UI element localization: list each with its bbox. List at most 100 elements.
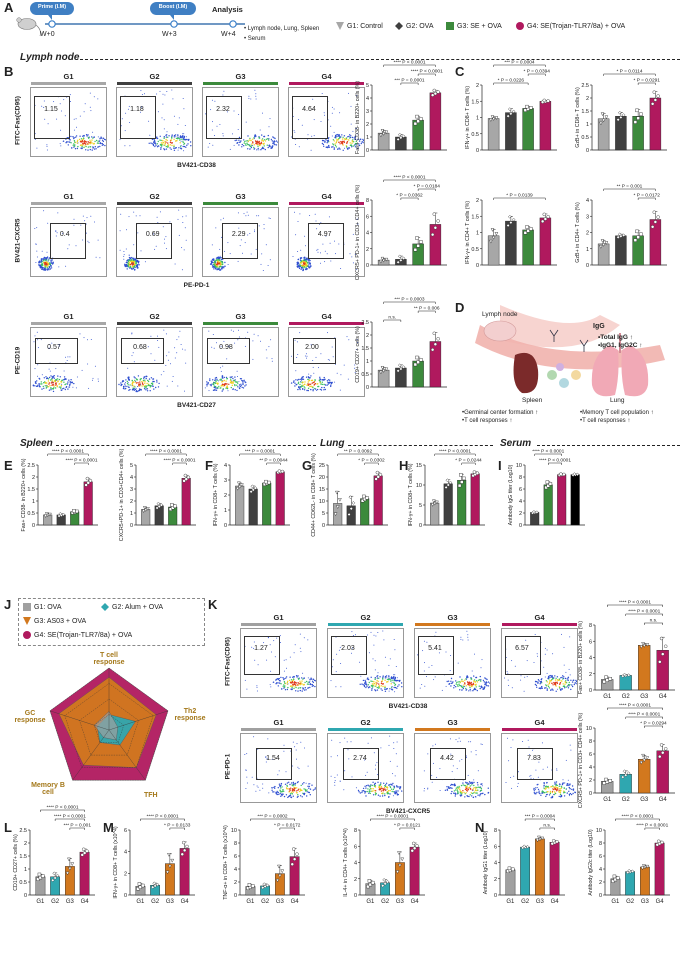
y-tick-label: 4 (599, 867, 602, 873)
bar (505, 112, 517, 151)
group-color-bar (31, 322, 106, 325)
category-label: G3 (396, 899, 405, 905)
significance-label: * P = 0.0172 (274, 823, 301, 829)
spleen-bullets: •Germinal center formation ↑ •T cell res… (462, 409, 538, 425)
y-tick-label: 10 (516, 463, 522, 469)
significance-bracket (493, 197, 546, 200)
data-point (489, 118, 493, 122)
y-tick-label: 20 (319, 475, 325, 481)
bar (615, 235, 627, 266)
y-tick-label: 4 (494, 861, 497, 867)
data-point (656, 215, 660, 219)
panel-label-b: B (4, 64, 14, 79)
timeline-node-w3 (170, 20, 178, 28)
gate-percentage: 4.42 (440, 755, 454, 763)
category-label: G2 (261, 899, 270, 905)
data-point (546, 99, 550, 103)
data-point (143, 506, 147, 510)
significance-bracket (548, 462, 562, 465)
data-point (446, 483, 451, 487)
significance-label: **** P < 0.0001 (146, 814, 178, 820)
category-label: G4 (656, 899, 665, 905)
y-tick-label: 0 (322, 523, 325, 529)
data-point (661, 652, 665, 656)
data-point (184, 477, 188, 481)
y-tick-label: 2 (124, 871, 127, 877)
data-point (555, 840, 559, 844)
y-tick-label: 1 (224, 508, 227, 514)
data-point (619, 115, 623, 120)
data-point (347, 512, 351, 517)
data-point (235, 487, 240, 491)
data-point (448, 480, 453, 485)
data-point (380, 256, 385, 261)
data-point (462, 476, 466, 481)
y-axis-label: Fas+ CD38- in B220+ cells (%) (21, 458, 27, 531)
data-point (380, 366, 385, 370)
data-point (182, 479, 186, 483)
significance-label: n.s. (388, 316, 396, 321)
data-point (612, 874, 617, 879)
data-point (602, 781, 606, 785)
gate-percentage: 1.18 (130, 106, 144, 114)
flow-dots (209, 211, 271, 271)
significance-label: * P = 0.0362 (396, 193, 423, 199)
category-label: G2 (622, 694, 631, 700)
lung-bullet-2: •T cell responses ↑ (580, 418, 631, 424)
category-label: G3 (276, 899, 285, 905)
data-point (506, 114, 510, 118)
significance-bracket (625, 613, 663, 616)
bar (409, 846, 420, 896)
y-tick-label: 1 (32, 499, 35, 505)
data-point (543, 217, 548, 221)
bar-chart-c3: 0 0.5 1 1.5 2 IFN-γ+ in CD4+ T cells (%) * P =… (465, 193, 557, 269)
radar-axis-th2: Th2 response (174, 708, 206, 722)
lung-label: Lung (610, 397, 625, 404)
flow-gate (256, 747, 292, 781)
significance-bracket (434, 453, 476, 456)
group-header: G3 (235, 72, 246, 81)
gate-percentage: 2.74 (353, 755, 367, 763)
group-header: G4 (321, 312, 332, 321)
panel-label-h: H (399, 458, 409, 473)
flow-gate (244, 635, 280, 676)
data-point (660, 840, 664, 845)
significance-bracket (644, 622, 663, 625)
lung-icon (591, 333, 649, 397)
radar-axis-t-cell: T cell response (93, 652, 125, 666)
data-point (645, 864, 650, 869)
flow-plot: G4 2.00 (288, 312, 365, 397)
category-label: G4 (81, 899, 90, 905)
section-serum: Serum (500, 438, 532, 449)
data-point (633, 120, 638, 124)
flow-y-axis-label: FITC-Fas(CD95) (224, 637, 232, 686)
significance-label: **** P < 0.0001 (619, 703, 651, 709)
data-point (290, 862, 294, 866)
data-point (656, 94, 660, 98)
data-point (542, 98, 546, 103)
data-point (659, 636, 664, 641)
group-header: G3 (447, 613, 458, 622)
category-label: G1 (136, 899, 145, 905)
bar (235, 485, 245, 526)
data-point (633, 238, 638, 242)
y-tick-label: 4 (124, 850, 127, 856)
y-axis-label: IFN-γ+ in CD8+ T cells (%) (408, 463, 414, 526)
data-point (526, 229, 530, 233)
bar (457, 480, 467, 526)
data-point (415, 844, 419, 848)
data-point (81, 847, 86, 851)
flow-plot: G1 0.4 (30, 192, 107, 277)
data-point (396, 137, 400, 142)
data-point (491, 235, 496, 240)
section-spleen: Spleen (20, 438, 53, 449)
radar-axis-gc: GC response (14, 710, 46, 724)
radar-axis (108, 710, 169, 731)
bar (625, 871, 636, 896)
flow-gate (49, 222, 86, 259)
data-point (263, 884, 267, 889)
data-point (146, 507, 150, 511)
legend-j-label-1: G1: OVA (34, 603, 62, 611)
data-point (152, 881, 156, 886)
y-tick-label: 1.5 (27, 487, 35, 493)
